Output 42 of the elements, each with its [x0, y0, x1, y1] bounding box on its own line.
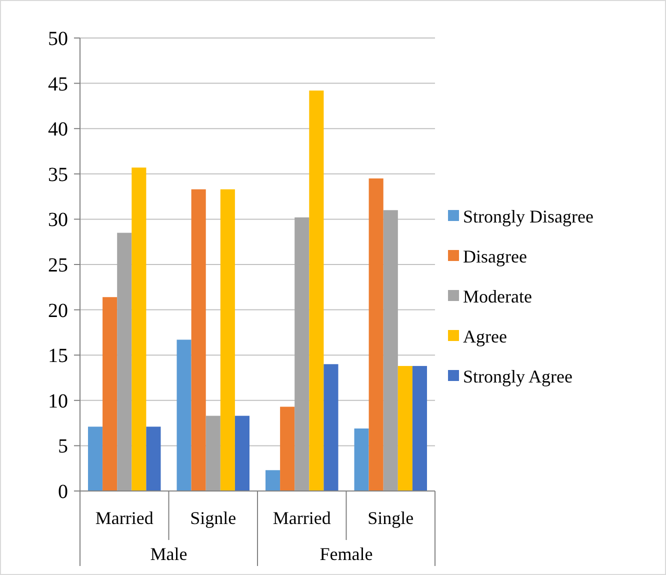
y-tick-label: 10 [48, 390, 68, 412]
bar [102, 297, 118, 491]
y-tick-label: 30 [48, 209, 68, 232]
bar [206, 416, 220, 491]
x-tick-label: Single [368, 508, 414, 528]
y-tick-label: 0 [58, 481, 68, 503]
bar [132, 168, 146, 491]
y-tick-label: 40 [48, 118, 68, 141]
bar [383, 210, 398, 491]
y-tick-label: 20 [48, 300, 68, 322]
legend-label: Disagree [463, 246, 527, 266]
y-tick-label: 50 [48, 28, 68, 50]
bar [176, 340, 192, 491]
bar [191, 189, 206, 491]
text: Male [150, 544, 188, 564]
bar [398, 366, 412, 491]
bar [354, 428, 369, 491]
x-tick-label: Signle [190, 508, 236, 528]
legend-label: Agree [463, 326, 507, 346]
bar [368, 178, 384, 491]
bar [234, 416, 250, 491]
legend-label: Strongly Agree [463, 366, 572, 386]
bar [266, 470, 280, 491]
bar [146, 426, 161, 491]
bar [117, 232, 132, 491]
bar [309, 90, 324, 491]
y-tick-label: 45 [48, 73, 68, 96]
bar [220, 189, 235, 491]
y-tick-label: 15 [48, 345, 68, 368]
bar [280, 406, 295, 491]
bar [294, 217, 310, 491]
legend-label: Moderate [463, 286, 532, 306]
bar [88, 426, 103, 491]
bar [324, 364, 338, 491]
bar [412, 366, 427, 491]
y-tick-label: 35 [48, 164, 68, 186]
y-tick-label: 25 [48, 254, 68, 276]
x-tick-label: Married [95, 508, 154, 528]
text: Female [320, 544, 373, 564]
legend-label: Strongly Disagree [463, 206, 594, 226]
y-tick-label: 5 [58, 436, 68, 458]
x-tick-label: Married [272, 508, 331, 528]
